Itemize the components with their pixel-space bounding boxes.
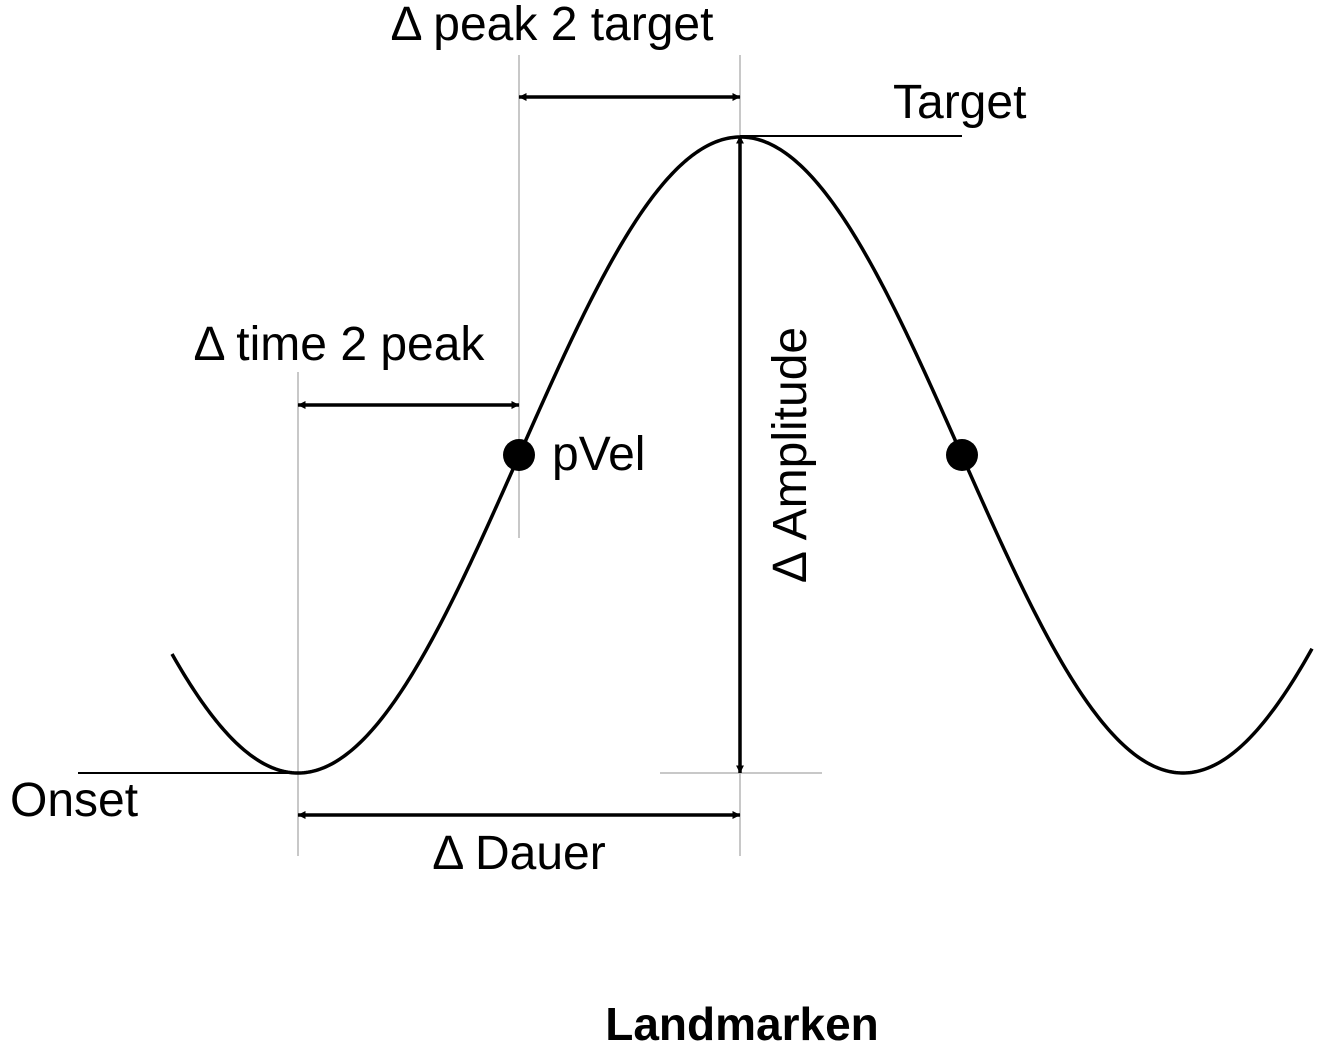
- pvel-point-falling: [946, 439, 978, 471]
- diagram-caption: Landmarken: [605, 998, 879, 1050]
- peak-to-target-label: Δ peak 2 target: [391, 0, 714, 51]
- target-label: Target: [893, 76, 1026, 129]
- movement-curve: [170, 135, 1314, 775]
- time-to-peak-label: Δ time 2 peak: [194, 318, 486, 371]
- onset-label: Onset: [10, 774, 138, 827]
- duration-label: Δ Dauer: [432, 827, 606, 880]
- amplitude-label: Δ Amplitude: [764, 327, 817, 583]
- pvel-point-rising: [503, 439, 535, 471]
- pvel-label: pVel: [552, 428, 645, 481]
